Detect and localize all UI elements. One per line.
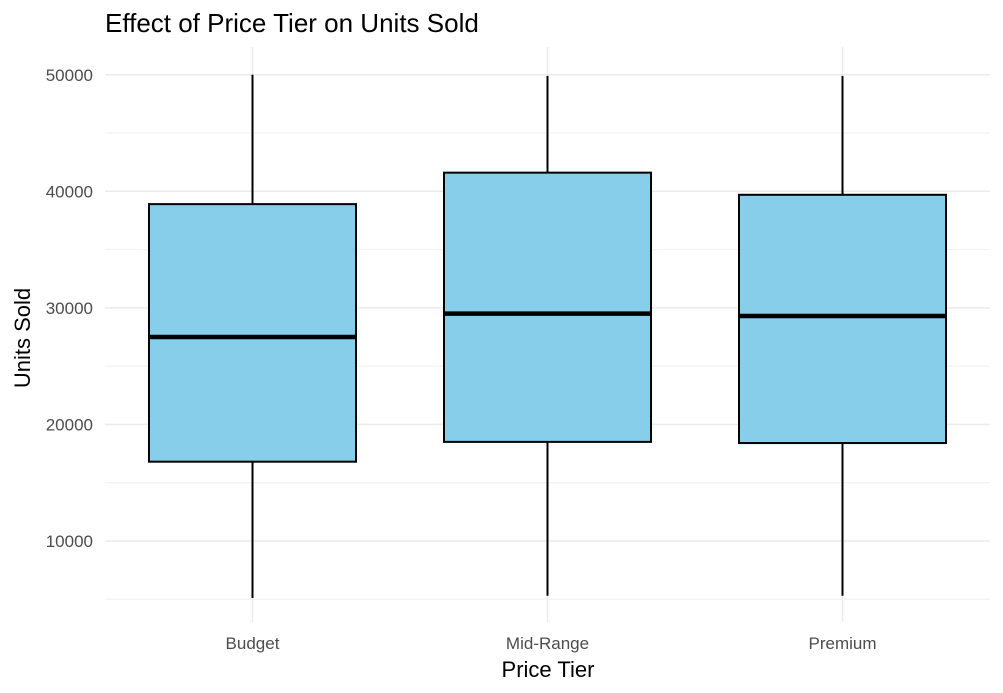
iqr-box	[443, 171, 652, 443]
y-axis-title: Units Sold	[10, 288, 35, 388]
x-tick-labels: Budget Mid-Range Premium	[226, 634, 877, 653]
x-tick-label: Premium	[808, 634, 876, 653]
boxes	[148, 74, 947, 599]
box-group	[443, 75, 652, 596]
y-tick-label: 10000	[46, 532, 93, 551]
y-tick-label: 30000	[46, 299, 93, 318]
y-tick-labels: 10000 20000 30000 40000 50000	[46, 66, 93, 551]
x-axis-title: Price Tier	[502, 657, 595, 682]
box-group	[148, 74, 357, 599]
iqr-box	[738, 193, 947, 445]
chart-title: Effect of Price Tier on Units Sold	[105, 8, 479, 38]
iqr-box	[148, 203, 357, 463]
y-tick-label: 20000	[46, 415, 93, 434]
x-tick-label: Mid-Range	[506, 634, 589, 653]
y-tick-label: 40000	[46, 182, 93, 201]
x-tick-label: Budget	[226, 634, 280, 653]
y-tick-label: 50000	[46, 66, 93, 85]
box-group	[738, 75, 947, 596]
